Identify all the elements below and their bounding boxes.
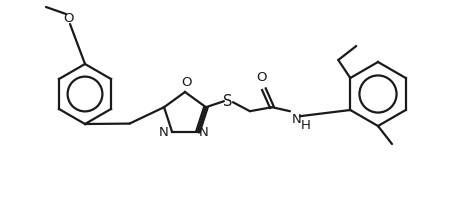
Text: H: H xyxy=(301,119,311,132)
Text: O: O xyxy=(256,71,267,84)
Text: O: O xyxy=(181,76,191,89)
Text: S: S xyxy=(223,94,233,109)
Text: N: N xyxy=(199,126,209,139)
Text: N: N xyxy=(292,113,302,126)
Text: N: N xyxy=(158,126,168,139)
Text: O: O xyxy=(63,13,73,25)
